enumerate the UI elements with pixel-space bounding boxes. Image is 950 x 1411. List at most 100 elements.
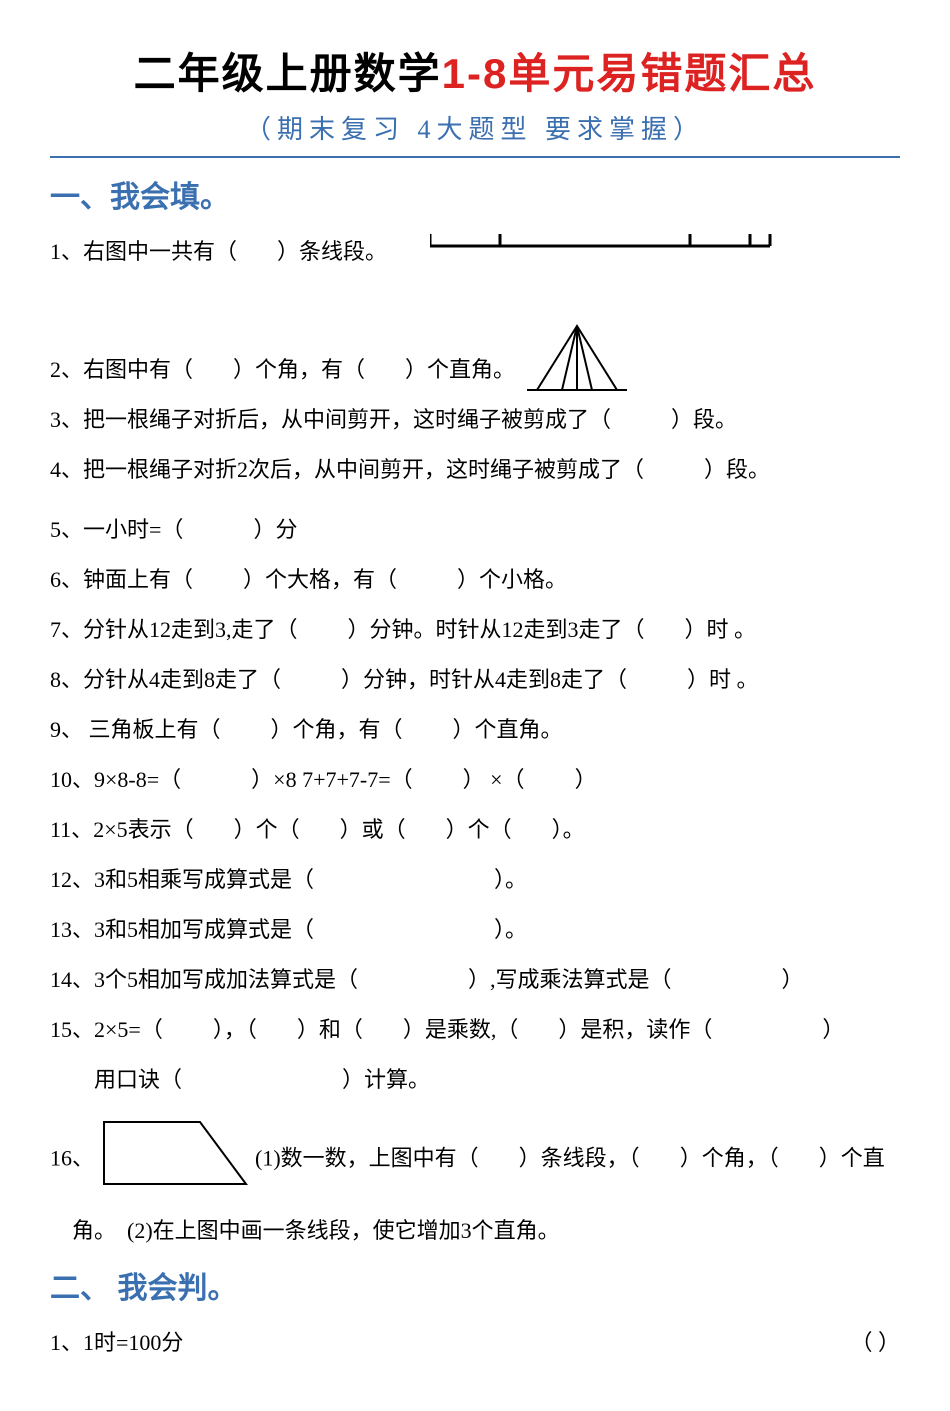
q9-a: 三角板上有（	[83, 717, 221, 742]
q14-num: 14、	[50, 967, 94, 992]
q13-a: 3和5相加写成算式是（	[94, 917, 314, 942]
worksheet-page: 二年级上册数学1-8单元易错题汇总 （期末复习 4大题型 要求掌握） 一、我会填…	[0, 0, 950, 1411]
question-10: 10、9×8-8=（ ）×8 7+7+7-7=（ ） ×（ ）	[50, 758, 900, 802]
q8-a: 分针从4走到8走了（	[83, 667, 281, 692]
q5-num: 5、	[50, 517, 83, 542]
q3-tail: ）段。	[671, 407, 737, 432]
q7-num: 7、	[50, 617, 83, 642]
q9-c: ）个直角。	[453, 717, 563, 742]
subtitle: （期末复习 4大题型 要求掌握）	[50, 109, 900, 146]
question-15: 15、2×5=（），（）和（）是乘数,（）是积，读作（）	[50, 1008, 900, 1052]
q16-1b: ）条线段，（	[519, 1146, 640, 1171]
q2-b: ）个角，有（	[233, 357, 365, 382]
q15-e: ）是积，读作（	[558, 1017, 712, 1042]
q10-d: ）	[575, 767, 597, 792]
q4-num: 4、	[50, 457, 83, 482]
q11-a: 2×5表示（	[93, 817, 193, 842]
q8-b: ）分钟，时针从4走到8走了（	[341, 667, 627, 692]
q10-num: 10、	[50, 767, 94, 792]
q5-text: 一小时=（	[83, 517, 183, 542]
section1-heading: 一、我会填。	[50, 172, 900, 216]
question-7: 7、分针从12走到3,走了（）分钟。时针从12走到3走了（）时 。	[50, 608, 900, 652]
q8-c: ）时 。	[687, 667, 759, 692]
question-6: 6、钟面上有（ ）个大格，有（ ）个小格。	[50, 558, 900, 602]
q5-tail: ）分	[253, 517, 297, 542]
section2-heading: 二、 我会判。	[50, 1263, 900, 1307]
q15-l2a: 用口诀（	[94, 1067, 182, 1092]
question-3: 3、把一根绳子对折后，从中间剪开，这时绳子被剪成了（ ）段。	[50, 398, 900, 442]
q15-l2b: ）计算。	[342, 1067, 430, 1092]
trapezoid-figure	[100, 1118, 250, 1203]
q11-num: 11、	[50, 817, 93, 842]
q7-c: ）时 。	[685, 617, 757, 642]
q15-c: ）和（	[297, 1017, 363, 1042]
q1-text-a: 右图中一共有（	[83, 239, 237, 264]
question-16: 16、 (1)数一数，上图中有（ ）条线段，（ ）个角，（ ）个直	[50, 1118, 900, 1203]
question-12: 12、3和5相乘写成算式是（ ）。	[50, 858, 900, 902]
q15-f: ）	[822, 1017, 844, 1042]
q11-b: ）个（	[234, 817, 300, 842]
q12-num: 12、	[50, 867, 94, 892]
question-11: 11、2×5表示（ ）个（ ）或（ ）个（ ）。	[50, 808, 900, 852]
q9-num: 9、	[50, 717, 83, 742]
question-2: 2、右图中有（ ）个角，有（ ）个直角。	[50, 322, 900, 392]
q2-num: 2、	[50, 357, 83, 382]
question-16-line2: 角。 (2)在上图中画一条线段，使它增加3个直角。	[50, 1209, 900, 1253]
divider	[50, 156, 900, 158]
q16-num: 16、	[50, 1146, 94, 1171]
q13-b: ）。	[494, 917, 527, 942]
judge-question-1: 1、1时=100分 （ ）	[50, 1321, 900, 1365]
question-8: 8、分针从4走到8走了（ ）分钟，时针从4走到8走了（ ）时 。	[50, 658, 900, 702]
q14-b: ）,写成乘法算式是（	[468, 967, 672, 992]
segment-figure	[430, 230, 790, 260]
q12-a: 3和5相乘写成算式是（	[94, 867, 314, 892]
q16-1d: ）个直	[819, 1146, 885, 1171]
question-4: 4、把一根绳子对折2次后，从中间剪开，这时绳子被剪成了（ ）段。	[50, 448, 900, 492]
q16-1a: (1)数一数，上图中有（	[255, 1146, 479, 1171]
q1-text-b: ）条线段。	[277, 239, 387, 264]
q12-b: ）。	[494, 867, 527, 892]
q16-1e: 角。	[72, 1218, 116, 1243]
q8-num: 8、	[50, 667, 83, 692]
j1-bracket[interactable]: （ ）	[850, 1321, 900, 1365]
q11-c: ）或（	[340, 817, 406, 842]
q1-num: 1、	[50, 239, 83, 264]
q15-num: 15、	[50, 1017, 94, 1042]
q13-num: 13、	[50, 917, 94, 942]
j1-num: 1、	[50, 1330, 83, 1355]
q14-c: ）	[782, 967, 804, 992]
q6-c: ）个小格。	[457, 567, 567, 592]
q10-b: ）×8 7+7+7-7=（	[251, 767, 412, 792]
q16-2: (2)在上图中画一条线段，使它增加3个直角。	[127, 1218, 560, 1243]
q6-a: 钟面上有（	[83, 567, 193, 592]
q14-a: 3个5相加写成加法算式是（	[94, 967, 358, 992]
question-9: 9、 三角板上有（ ）个角，有（ ）个直角。	[50, 708, 900, 752]
q10-a: 9×8-8=（	[94, 767, 181, 792]
q6-b: ）个大格，有（	[243, 567, 397, 592]
question-13: 13、3和5相加写成算式是（ ）。	[50, 908, 900, 952]
q10-c: ） ×（	[463, 767, 525, 792]
q7-b: ）分钟。时针从12走到3走了（	[348, 617, 645, 642]
j1-text: 1时=100分	[83, 1330, 183, 1355]
q9-b: ）个角，有（	[271, 717, 403, 742]
q4-text: 把一根绳子对折2次后，从中间剪开，这时绳子被剪成了（	[83, 457, 644, 482]
q16-1c: ）个角，（	[680, 1146, 779, 1171]
question-14: 14、3个5相加写成加法算式是（ ）,写成乘法算式是（ ）	[50, 958, 900, 1002]
question-5: 5、一小时=（ ）分	[50, 508, 900, 552]
question-15-line2: 用口诀（ ）计算。	[50, 1058, 900, 1102]
q15-d: ）是乘数,（	[403, 1017, 519, 1042]
q3-text: 把一根绳子对折后，从中间剪开，这时绳子被剪成了（	[83, 407, 611, 432]
title-part1: 二年级上册数学	[134, 50, 442, 97]
triangle-figure	[527, 322, 627, 392]
q11-d: ）个（	[446, 817, 512, 842]
q6-num: 6、	[50, 567, 83, 592]
q4-tail: ）段。	[704, 457, 770, 482]
q11-e: ）。	[552, 817, 585, 842]
q3-num: 3、	[50, 407, 83, 432]
main-title: 二年级上册数学1-8单元易错题汇总	[50, 40, 900, 101]
q15-a: 2×5=（	[94, 1017, 163, 1042]
q2-a: 右图中有（	[83, 357, 193, 382]
question-1: 1、右图中一共有（ ）条线段。	[50, 230, 900, 280]
q2-c: ）个直角。	[405, 357, 515, 382]
title-part2: 1-8单元易错题汇总	[442, 50, 817, 97]
